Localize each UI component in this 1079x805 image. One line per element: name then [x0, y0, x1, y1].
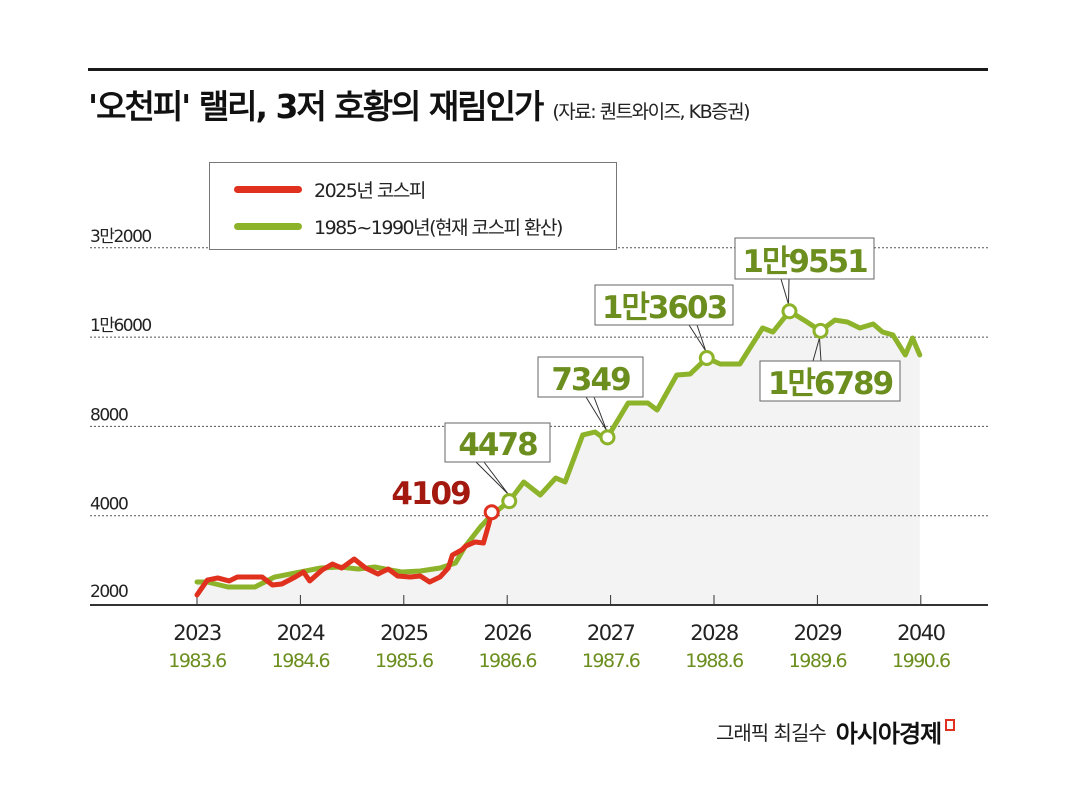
- y-tick-label: 2000: [90, 582, 128, 602]
- brand-mark-icon: [945, 718, 956, 731]
- x-tick-label-secondary: 1987.6: [582, 650, 640, 672]
- y-tick-label: 3만2000: [90, 227, 151, 247]
- legend-item-1985-1990: 1985~1990년(현재 코스피 환산): [234, 213, 563, 240]
- callout-label: 4109: [391, 476, 470, 512]
- y-tick-label: 1만6000: [90, 316, 151, 336]
- callout-leader: [585, 396, 607, 431]
- x-tick-label-secondary: 1984.6: [272, 650, 330, 672]
- x-tick-label: 2029: [794, 621, 842, 645]
- source-note: (자료: 퀀트와이즈, KB증권): [552, 101, 750, 123]
- x-tick-label-secondary: 1989.6: [789, 650, 847, 672]
- graphic-credit: 그래픽 최길수: [716, 721, 827, 745]
- title-rule: [88, 68, 988, 71]
- legend-swatch-red: [234, 186, 302, 193]
- title-text: '오천피' 랠리, 3저 호황의 재림인가: [88, 87, 544, 126]
- legend-label: 2025년 코스피: [314, 180, 426, 202]
- callout-box: [594, 284, 734, 326]
- y-tick-label: 8000: [90, 405, 128, 425]
- brand-logo: 아시아경제: [835, 720, 942, 748]
- callout-label: 1만6789: [768, 366, 893, 402]
- footer: 그래픽 최길수 아시아경제: [716, 714, 956, 749]
- data-point-marker: [501, 493, 518, 510]
- x-tick-label-secondary: 1983.6: [168, 650, 226, 672]
- callout-label: 7349: [551, 362, 630, 398]
- x-tick-label: 2028: [690, 621, 738, 645]
- chart-title: '오천피' 랠리, 3저 호황의 재림인가 (자료: 퀀트와이즈, KB증권): [88, 80, 751, 128]
- callout-label: 1만9551: [742, 244, 867, 280]
- legend-swatch-green: [234, 223, 302, 230]
- x-tick-label: 2027: [587, 621, 635, 645]
- callout-box: [537, 356, 644, 398]
- x-tick-label: 2040: [897, 621, 945, 645]
- callout-leader: [688, 324, 707, 352]
- x-tick-label-secondary: 1985.6: [375, 650, 433, 672]
- data-point-marker: [812, 322, 829, 339]
- data-point-marker: [599, 429, 616, 446]
- x-tick-label: 2025: [380, 621, 428, 645]
- callout-box: [444, 422, 551, 463]
- legend-item-2025: 2025년 코스피: [234, 176, 426, 203]
- x-tick-label-secondary: 1990.6: [892, 650, 950, 672]
- data-point-marker: [483, 504, 500, 521]
- data-point-marker: [698, 350, 715, 367]
- legend-label: 1985~1990년(현재 코스피 환산): [314, 217, 563, 239]
- legend: 2025년 코스피 1985~1990년(현재 코스피 환산): [209, 162, 617, 250]
- callout-leader: [475, 461, 509, 495]
- series-line-1985-1990: [194, 308, 923, 590]
- callout-leader: [780, 278, 790, 305]
- callout-box: [734, 237, 875, 280]
- series-line-2025: [194, 509, 495, 598]
- callout-box: [759, 360, 901, 402]
- x-tick-label: 2023: [173, 621, 221, 645]
- data-point-marker: [781, 303, 798, 320]
- area-fill: [197, 311, 920, 605]
- x-tick-label: 2026: [483, 621, 532, 645]
- callout-label: 1만3603: [602, 290, 727, 326]
- y-tick-label: 4000: [90, 495, 128, 515]
- x-tick-label: 2024: [277, 621, 326, 645]
- x-tick-label-secondary: 1986.6: [478, 650, 536, 672]
- x-tick-label-secondary: 1988.6: [685, 650, 743, 672]
- callout-label: 4478: [458, 427, 537, 463]
